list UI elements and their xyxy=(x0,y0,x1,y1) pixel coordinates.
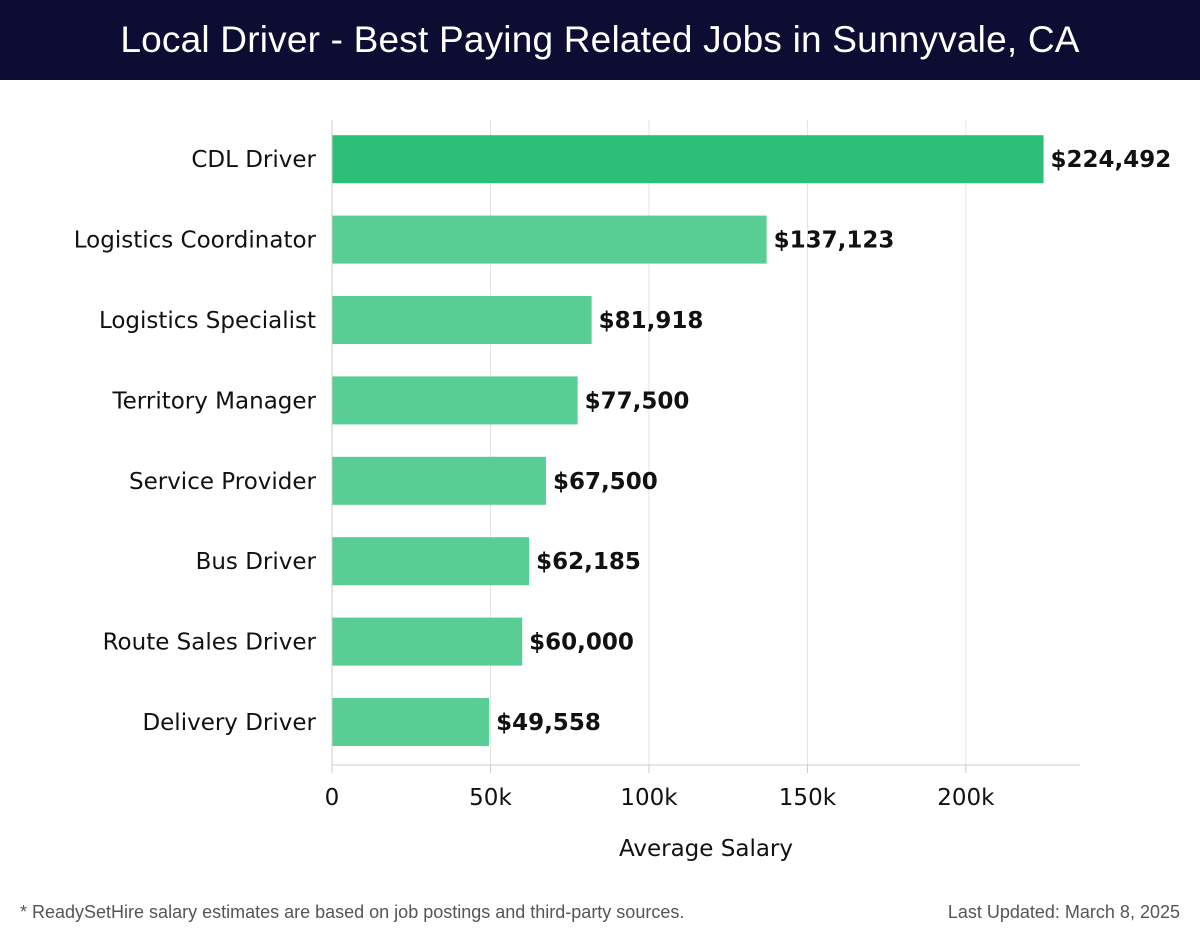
axes: 0 50k 100k 150k 200k xyxy=(325,120,1080,811)
x-tick-label: 200k xyxy=(937,785,995,811)
bar xyxy=(332,296,592,344)
bar xyxy=(332,456,546,505)
value-label: $67,500 xyxy=(553,469,658,495)
bar xyxy=(332,135,1044,184)
bars: CDL Driver $224,492 Logistics Coordinator $… xyxy=(74,135,1172,746)
value-label: $49,558 xyxy=(496,710,601,736)
page-title: Local Driver - Best Paying Related Jobs … xyxy=(120,19,1080,60)
x-tick-label: 150k xyxy=(779,785,837,811)
category-label: Bus Driver xyxy=(196,549,317,575)
footer-updated: Last Updated: March 8, 2025 xyxy=(947,902,1180,922)
salary-bar-chart: CDL Driver $224,492 Logistics Coordinator $… xyxy=(74,120,1172,862)
category-label: Territory Manager xyxy=(112,388,317,414)
footer-note: * ReadySetHire salary estimates are base… xyxy=(20,902,685,922)
value-label: $137,123 xyxy=(774,228,895,254)
value-label: $81,918 xyxy=(599,308,704,334)
value-label: $77,500 xyxy=(585,388,690,414)
category-label: Route Sales Driver xyxy=(103,630,317,656)
bar xyxy=(332,617,523,666)
value-label: $224,492 xyxy=(1051,147,1172,173)
category-label: Logistics Coordinator xyxy=(74,228,317,254)
value-label: $60,000 xyxy=(529,630,634,656)
x-tick-label: 0 xyxy=(325,785,340,811)
x-tick-label: 50k xyxy=(469,785,512,811)
title-bar: Local Driver - Best Paying Related Jobs … xyxy=(0,0,1200,80)
bar xyxy=(332,376,578,425)
category-label: Service Provider xyxy=(129,469,317,495)
category-label: Delivery Driver xyxy=(142,710,316,736)
bar xyxy=(332,698,490,746)
bar xyxy=(332,537,530,586)
x-axis-label: Average Salary xyxy=(619,836,793,862)
x-tick-label: 100k xyxy=(620,785,678,811)
bar xyxy=(332,215,767,264)
category-label: Logistics Specialist xyxy=(99,308,316,334)
value-label: $62,185 xyxy=(536,549,641,575)
category-label: CDL Driver xyxy=(191,147,316,173)
